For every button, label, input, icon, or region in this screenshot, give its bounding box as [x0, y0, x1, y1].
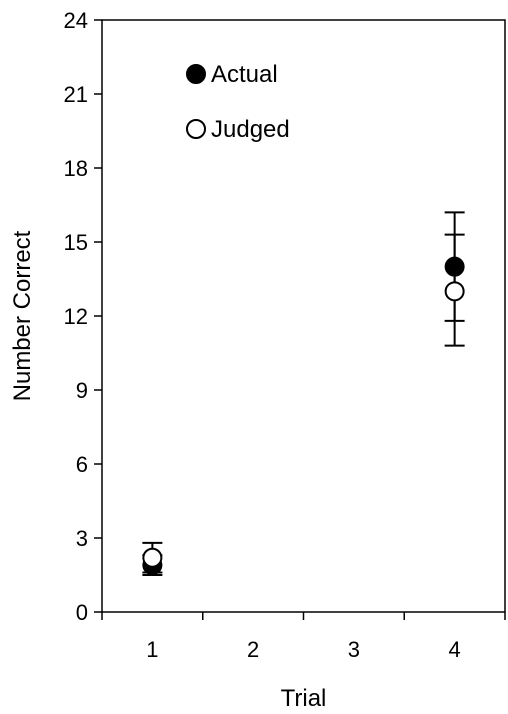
x-tick-label: 4: [449, 637, 461, 662]
x-axis-label: Trial: [281, 685, 327, 712]
judged-point: [444, 281, 465, 302]
legend: Actual Judged: [186, 61, 290, 143]
x-tick-label: 1: [146, 637, 158, 662]
y-tick-label: 21: [64, 82, 88, 107]
y-tick-label: 24: [64, 8, 88, 33]
y-tick-label: 15: [64, 230, 88, 255]
legend-marker: [186, 64, 206, 84]
y-tick-label: 12: [64, 304, 88, 329]
error-bars: [142, 211, 465, 576]
actual-point: [444, 256, 465, 277]
legend-label: Actual: [211, 61, 278, 88]
y-axis-label: Number Correct: [9, 230, 36, 401]
y-tick-label: 18: [64, 156, 88, 181]
data-points: [142, 256, 465, 576]
x-tick-label: 2: [247, 637, 259, 662]
axes: [101, 19, 506, 613]
legend-label: Judged: [211, 116, 290, 143]
judged-point: [142, 547, 163, 568]
y-tick-label: 0: [76, 600, 88, 625]
plot-frame: [101, 19, 506, 613]
y-tick-label: 9: [76, 378, 88, 403]
legend-marker: [186, 119, 206, 139]
x-tick-label: 3: [348, 637, 360, 662]
y-tick-label: 6: [76, 452, 88, 477]
y-tick-label: 3: [76, 526, 88, 551]
